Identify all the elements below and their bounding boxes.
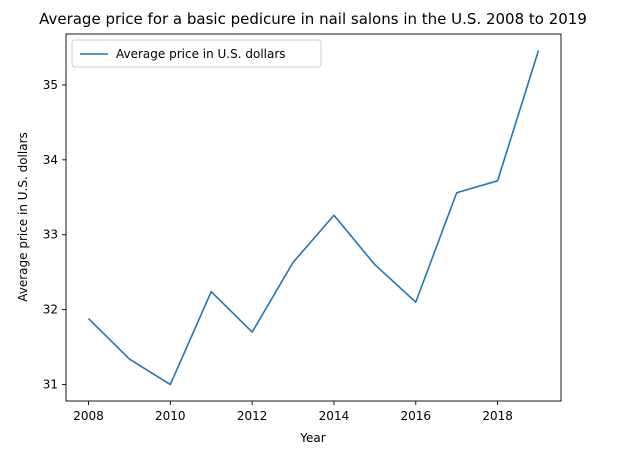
y-axis-label: Average price in U.S. dollars [16, 132, 30, 302]
chart-title: Average price for a basic pedicure in na… [39, 10, 587, 28]
x-tick-label: 2012 [237, 409, 268, 423]
y-tick-label: 32 [43, 303, 58, 317]
y-tick-label: 35 [43, 78, 58, 92]
x-axis-label: Year [299, 431, 325, 445]
x-tick-label: 2018 [482, 409, 513, 423]
axes-frame [65, 33, 562, 402]
x-tick-label: 2008 [73, 409, 104, 423]
x-tick-label: 2014 [319, 409, 350, 423]
legend-label: Average price in U.S. dollars [116, 47, 286, 61]
plot-area: 2008 2010 2012 2014 2016 2018 31 32 33 34 35 Averag… [43, 33, 562, 423]
y-tick-label: 31 [43, 378, 58, 392]
legend: Average price in U.S. dollars [71, 39, 322, 68]
x-tick-label: 2016 [400, 409, 431, 423]
y-tick-label: 33 [43, 228, 58, 242]
x-tick-label: 2010 [155, 409, 186, 423]
y-tick-label: 34 [43, 153, 58, 167]
series-line [87, 50, 540, 386]
legend-box [71, 39, 322, 68]
